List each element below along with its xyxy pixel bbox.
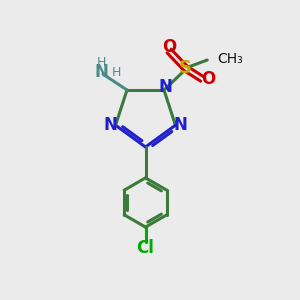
Text: N: N — [103, 116, 117, 134]
Text: H: H — [112, 65, 121, 79]
Text: Cl: Cl — [136, 239, 154, 257]
Text: N: N — [159, 78, 172, 96]
Text: H: H — [97, 56, 106, 69]
Text: O: O — [201, 70, 215, 88]
Text: N: N — [174, 116, 188, 134]
Text: CH₃: CH₃ — [218, 52, 244, 66]
Text: N: N — [94, 63, 108, 81]
Text: S: S — [179, 59, 192, 77]
Text: O: O — [162, 38, 176, 56]
